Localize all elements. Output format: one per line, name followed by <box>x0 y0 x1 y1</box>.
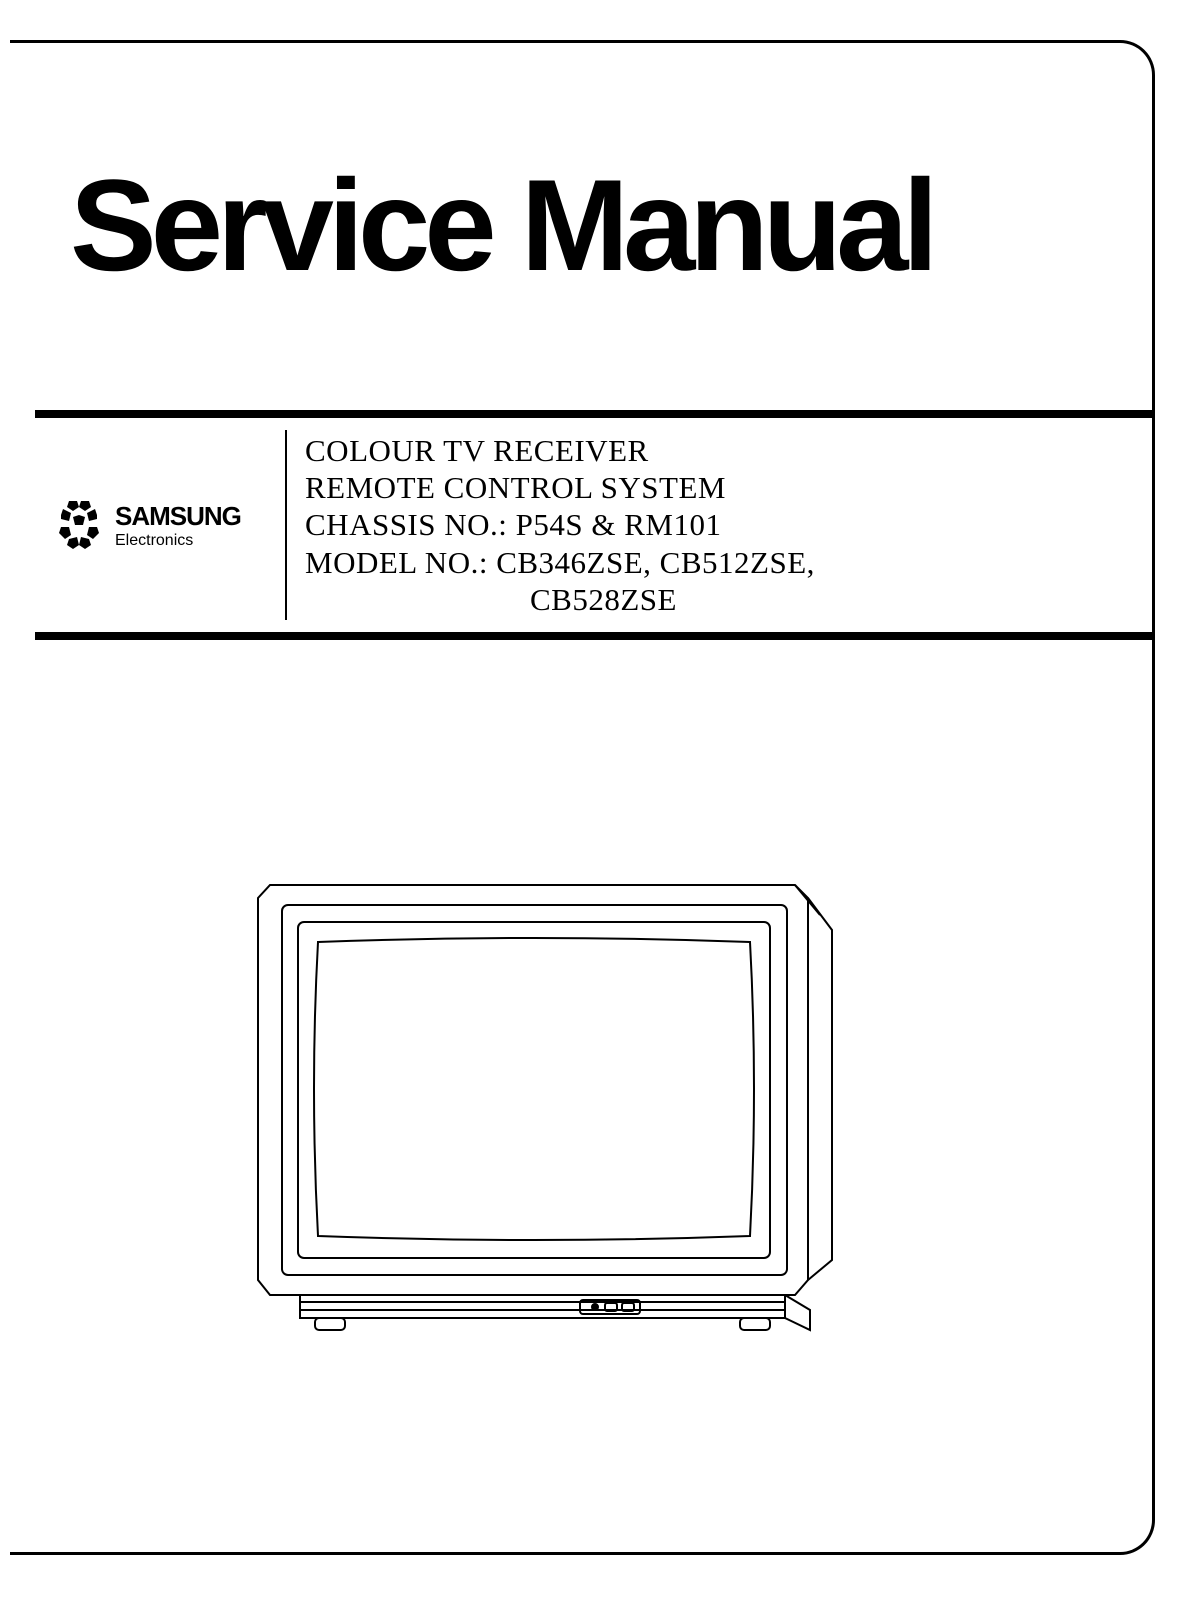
model-label: MODEL NO.: <box>305 545 488 580</box>
tv-illustration <box>250 870 835 1360</box>
brand-sub: Electronics <box>115 532 193 550</box>
band-content: SAMSUNG Electronics COLOUR TV RECEIVER R… <box>35 418 1155 632</box>
product-info: COLOUR TV RECEIVER REMOTE CONTROL SYSTEM… <box>287 432 815 618</box>
model-line-2: CB528ZSE <box>305 581 815 618</box>
chassis-label: CHASSIS NO.: <box>305 507 507 542</box>
product-type-2: REMOTE CONTROL SYSTEM <box>305 469 815 506</box>
samsung-logo-icon <box>55 497 103 553</box>
info-band: SAMSUNG Electronics COLOUR TV RECEIVER R… <box>35 410 1155 640</box>
document-title: Service Manual <box>70 160 933 290</box>
brand-block: SAMSUNG Electronics <box>35 497 285 553</box>
brand-text: SAMSUNG Electronics <box>115 501 241 550</box>
brand-name: SAMSUNG <box>115 501 241 532</box>
model-line-1: MODEL NO.: CB346ZSE, CB512ZSE, <box>305 544 815 581</box>
model-value-1: CB346ZSE, CB512ZSE, <box>496 545 815 580</box>
band-top-line <box>35 410 1155 418</box>
band-bottom-line <box>35 632 1155 640</box>
chassis-line: CHASSIS NO.: P54S & RM101 <box>305 506 815 543</box>
product-type-1: COLOUR TV RECEIVER <box>305 432 815 469</box>
chassis-value: P54S & RM101 <box>516 507 722 542</box>
